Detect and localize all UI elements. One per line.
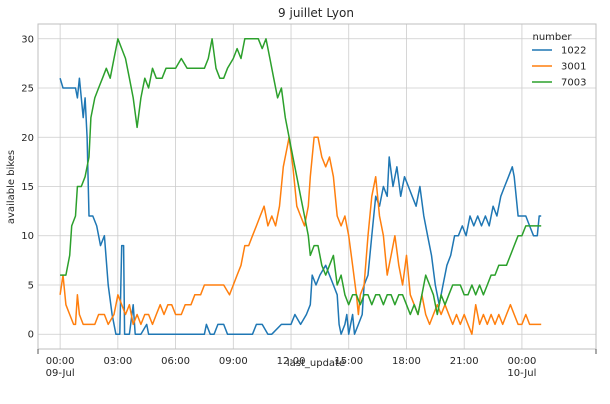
x-tick-label: 15:00	[334, 356, 363, 367]
x-tick-label: 03:00	[103, 356, 132, 367]
x-tick-label: 06:00	[161, 356, 190, 367]
x-tick-label: 21:00	[450, 356, 479, 367]
axes-frame	[37, 23, 597, 350]
legend-label-1022: 1022	[561, 46, 586, 57]
y-tick-label: 15	[21, 182, 34, 193]
legend-label-7003: 7003	[561, 78, 586, 89]
x-tick-label: 12:00	[277, 356, 306, 367]
x-tick-label: 18:00	[392, 356, 421, 367]
y-tick-label: 5	[28, 280, 34, 291]
x-tick-sublabel: 10-Jul	[507, 368, 536, 379]
legend-label-3001: 3001	[561, 62, 586, 73]
plot-frame	[37, 23, 597, 350]
series-line-1022	[59, 77, 542, 335]
legend-title: number	[532, 32, 572, 43]
legend: number 1022 3001 7003	[532, 32, 586, 89]
x-tick-label: 00:00	[46, 356, 75, 367]
y-tick-label: 25	[21, 84, 34, 95]
x-axis-label: last_update	[287, 358, 345, 369]
y-tick-label: 30	[21, 34, 34, 45]
y-tick-label: 0	[28, 330, 34, 341]
x-tick-sublabel: 09-Jul	[46, 368, 75, 379]
series-lines	[59, 38, 542, 335]
y-axis-ticks: 0 5 10 15 20 25 30	[21, 34, 34, 340]
grid-lines	[38, 24, 596, 349]
y-axis-label: available bikes	[6, 150, 17, 224]
y-tick-label: 20	[21, 133, 34, 144]
y-tick-label: 10	[21, 231, 34, 242]
series-line-3001	[59, 136, 542, 335]
series-line-7003	[60, 38, 542, 316]
chart-title: 9 juillet Lyon	[278, 6, 354, 20]
x-tick-label: 09:00	[219, 356, 248, 367]
x-tick-label: 00:00	[508, 356, 537, 367]
